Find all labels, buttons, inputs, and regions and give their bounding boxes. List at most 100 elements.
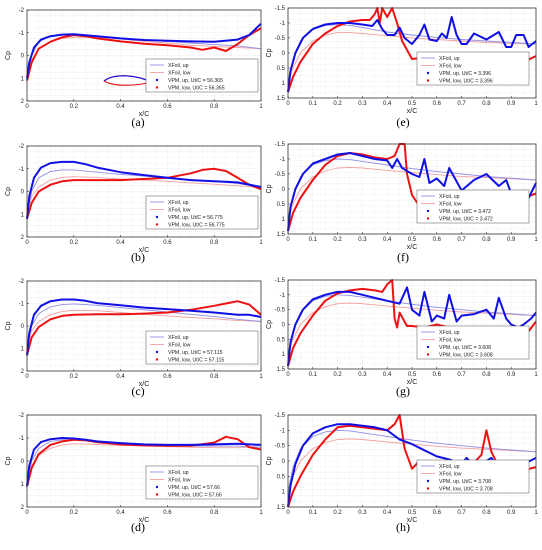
y-axis-label: Cp: [266, 184, 273, 193]
legend-swatch-marker: [155, 215, 159, 219]
x-tick-label: 0.8: [482, 237, 491, 243]
series-vpm-up-line: [287, 152, 537, 232]
x-tick-label: 0.2: [333, 101, 342, 107]
legend-entry: XFoil, low: [439, 201, 462, 207]
legend-swatch-marker: [155, 350, 159, 354]
y-axis-label: Cp: [5, 187, 12, 196]
legend-box: [416, 51, 530, 86]
y-tick-label: -1.5: [275, 142, 286, 148]
legend-swatch-marker: [426, 479, 430, 483]
series-vpm-up-line: [26, 160, 262, 219]
legend-swatch-marker: [155, 358, 159, 361]
x-tick-label: 0.6: [163, 240, 172, 246]
x-tick-label: 1: [534, 510, 538, 516]
x-tick-label: 0.6: [433, 372, 442, 378]
legend-entry: XFoil, low: [168, 477, 191, 483]
caption-g: (g): [396, 384, 410, 398]
x-tick-label: 0.8: [210, 510, 219, 516]
y-tick-label: 0: [282, 187, 286, 193]
x-tick-label: 1: [534, 237, 538, 243]
legend-box: [416, 189, 530, 224]
series-vpm-up-line: [26, 437, 262, 487]
caption-b: (b): [131, 250, 145, 264]
series-vpm-up-line: [287, 286, 537, 367]
series-vpm-low-line: [26, 435, 262, 487]
x-tick-label: 0: [25, 510, 29, 516]
y-tick-label: 0: [21, 324, 25, 330]
x-tick-label: 0.2: [70, 374, 79, 380]
y-tick-label: -0.5: [275, 308, 286, 314]
y-axis-label: Cp: [5, 456, 12, 465]
legend-entry: XFoil, low: [168, 70, 191, 76]
legend-entry: VPM, up, Ut/C = 56.775: [168, 215, 223, 221]
legend-entry: VPM, low, Ut/C = 57.66: [168, 492, 222, 498]
x-tick-label: 0.2: [70, 240, 79, 246]
x-axis-label: x/C: [407, 244, 418, 251]
legend-entry: XFoil, up: [439, 464, 460, 470]
x-tick-label: 0.1: [309, 510, 318, 516]
x-tick-label: 0.4: [116, 374, 125, 380]
y-tick-label: 0.5: [277, 66, 286, 72]
y-axis-label: Cp: [266, 320, 273, 329]
x-tick-label: 0.6: [433, 101, 442, 107]
y-tick-label: -1.5: [275, 413, 286, 419]
legend-swatch-marker: [155, 78, 159, 82]
x-tick-label: 0.6: [163, 374, 172, 380]
y-tick-label: 1: [282, 81, 286, 87]
legend-box: [145, 195, 259, 230]
x-tick-label: 0.5: [408, 510, 417, 516]
legend-swatch-marker: [426, 79, 430, 82]
y-tick-label: 1: [282, 217, 286, 223]
legend-entry: VPM, up, Ut/C = 3.708: [439, 479, 491, 485]
x-axis-label: x/C: [139, 247, 150, 254]
x-tick-label: 0.4: [116, 104, 125, 110]
x-axis-label: x/C: [407, 108, 418, 115]
legend-box: [416, 459, 530, 494]
x-tick-label: 0: [286, 372, 290, 378]
caption-f: (f): [397, 250, 409, 264]
x-tick-label: 1: [259, 510, 263, 516]
x-tick-label: 0.1: [309, 101, 318, 107]
caption-a: (a): [131, 115, 145, 129]
legend-entry: VPM, up, Ut/C = 3.608: [439, 345, 491, 351]
chart-panel-e: 0 0.1 0.2 0.3 0.4 0.5 0.6 0.7 0.8 0.9 1 -1.5 -1 -0.5 0…: [266, 6, 538, 115]
y-tick-label: -2: [19, 8, 25, 14]
legend-entry: VPM, up, Ut/C = 57.66: [168, 485, 220, 491]
y-tick-label: 0.5: [277, 474, 286, 480]
y-tick-label: -1.5: [275, 278, 286, 284]
legend-entry: XFoil, low: [168, 342, 191, 348]
y-tick-label: 0: [282, 323, 286, 329]
legend-entry: VPM, low, Ut/C = 56.365: [168, 85, 225, 91]
x-tick-label: 0.6: [433, 510, 442, 516]
caption-c: (c): [131, 384, 145, 398]
y-tick-label: 1: [282, 490, 286, 496]
y-tick-label: 1.5: [277, 367, 286, 373]
series-vpm-up-line: [287, 423, 537, 508]
x-tick-label: 0.3: [358, 510, 367, 516]
legend-swatch-marker: [155, 485, 159, 489]
y-axis-label: Cp: [266, 456, 273, 465]
x-tick-label: 0.3: [358, 101, 367, 107]
x-tick-label: 0: [286, 237, 290, 243]
chart-panel-g: 0 0.1 0.2 0.3 0.4 0.5 0.6 0.7 0.8 0.9 1 -1.5 -1 -0.5 0…: [266, 278, 538, 386]
y-tick-label: -1: [19, 31, 25, 37]
legend-entry: VPM, low, Ut/C = 3.396: [439, 78, 493, 84]
y-tick-label: -1: [19, 167, 25, 173]
caption-d: (d): [131, 520, 145, 534]
y-tick-label: 2: [21, 505, 25, 511]
legend-swatch-marker: [426, 345, 430, 349]
series-vpm-low-line: [26, 300, 262, 356]
y-axis-label: Cp: [266, 48, 273, 57]
x-tick-label: 0.9: [507, 101, 516, 107]
legend-box: [145, 58, 259, 93]
legend-entry: XFoil, up: [439, 56, 460, 62]
x-tick-label: 0.7: [457, 237, 466, 243]
legend-entry: XFoil, up: [168, 200, 189, 206]
legend-entry: VPM, low, Ut/C = 57.115: [168, 357, 224, 363]
caption-e: (e): [396, 115, 410, 129]
x-tick-label: 0.4: [383, 372, 392, 378]
